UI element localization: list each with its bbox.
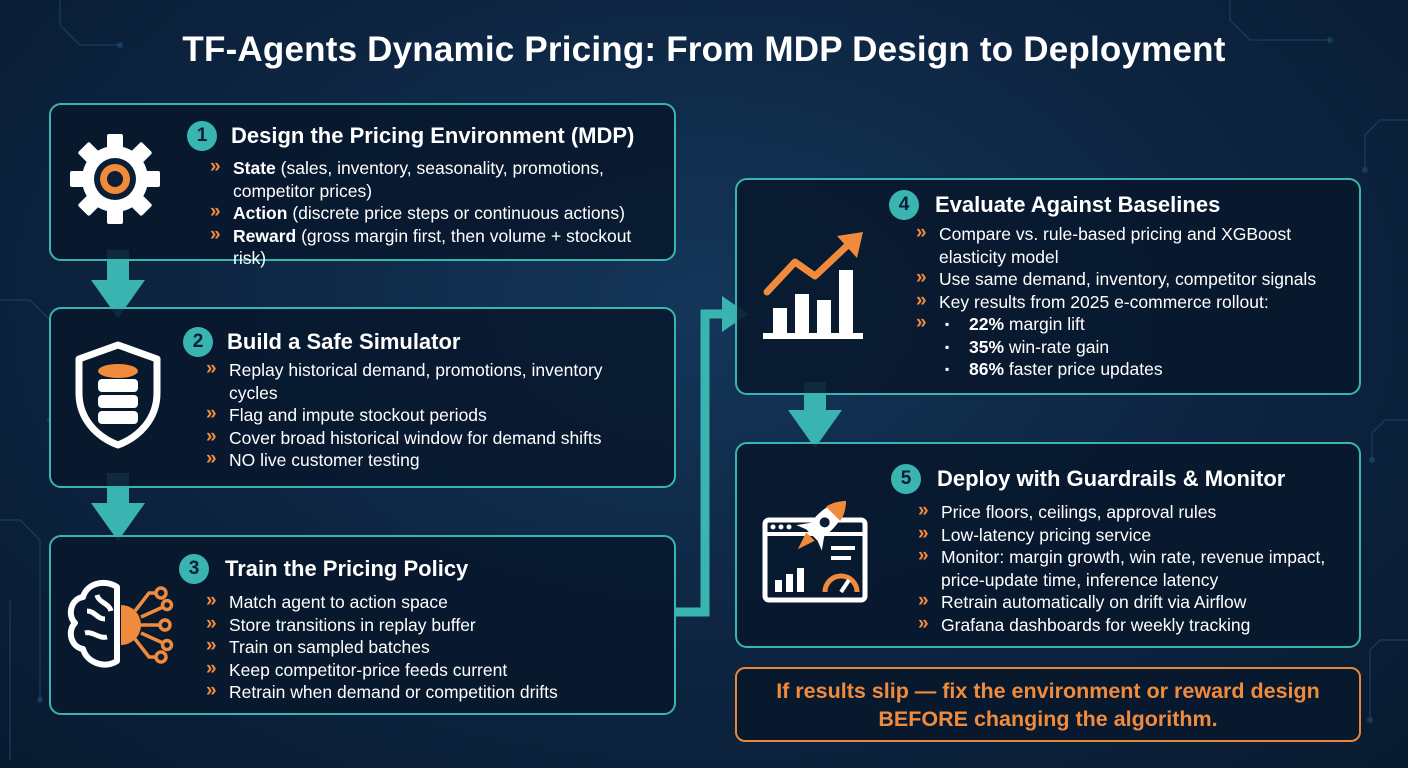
list-item: Retrain automatically on drift via Airfl… bbox=[917, 590, 1337, 614]
result-item: 86% faster price updates bbox=[945, 358, 1315, 381]
results-group: 22% margin lift 35% win-rate gain 86% fa… bbox=[915, 312, 1315, 381]
step-2-number: 2 bbox=[183, 327, 213, 357]
list-item: State (sales, inventory, seasonality, pr… bbox=[209, 156, 669, 202]
step-4-results: 22% margin lift 35% win-rate gain 86% fa… bbox=[915, 312, 1315, 381]
list-item: Use same demand, inventory, competitor s… bbox=[915, 267, 1335, 291]
step-2-title: Build a Safe Simulator bbox=[227, 329, 461, 354]
shield-database-icon bbox=[75, 341, 161, 449]
step-5-list: Price floors, ceilings, approval rules L… bbox=[917, 500, 1337, 637]
callout-line-1: If results slip — fix the environment or… bbox=[776, 679, 1320, 703]
list-item: Grafana dashboards for weekly tracking bbox=[917, 613, 1337, 637]
step-4-card: 4 Evaluate Against Baselines Compare vs.… bbox=[735, 178, 1361, 395]
step-1-number: 1 bbox=[187, 121, 217, 151]
step-3-card: 3 Train the Pricing Policy Match agent t… bbox=[49, 535, 676, 715]
page-title: TF-Agents Dynamic Pricing: From MDP Desi… bbox=[182, 30, 1226, 69]
list-item: Low-latency pricing service bbox=[917, 523, 1337, 547]
brain-circuit-icon bbox=[67, 579, 174, 668]
list-item: Cover broad historical window for demand… bbox=[205, 426, 625, 450]
rocket-dashboard-icon bbox=[762, 501, 868, 603]
step-1-list: State (sales, inventory, seasonality, pr… bbox=[209, 156, 669, 270]
list-item: Store transitions in replay buffer bbox=[205, 613, 655, 637]
step-2-card: 2 Build a Safe Simulator Replay historic… bbox=[49, 307, 676, 488]
list-item: Train on sampled batches bbox=[205, 635, 655, 659]
step-2-list: Replay historical demand, promotions, in… bbox=[205, 358, 625, 472]
list-item: Retrain when demand or competition drift… bbox=[205, 680, 655, 704]
step-1-card: 1 Design the Pricing Environment (MDP) S… bbox=[49, 103, 676, 268]
list-item: Price floors, ceilings, approval rules bbox=[917, 500, 1337, 524]
step-5-card: 5 Deploy with Guardrails & Monitor Price… bbox=[735, 442, 1361, 648]
step-3-list: Match agent to action space Store transi… bbox=[205, 590, 655, 704]
list-item: Flag and impute stockout periods bbox=[205, 403, 625, 427]
step-5-number: 5 bbox=[891, 464, 921, 494]
step-4-list: Compare vs. rule-based pricing and XGBoo… bbox=[915, 222, 1335, 314]
list-item: Compare vs. rule-based pricing and XGBoo… bbox=[915, 222, 1335, 268]
step-3-number: 3 bbox=[179, 554, 209, 584]
list-item: Match agent to action space bbox=[205, 590, 655, 614]
warning-callout: If results slip — fix the environment or… bbox=[735, 667, 1361, 742]
list-item: Action (discrete price steps or continuo… bbox=[209, 201, 669, 225]
step-4-number: 4 bbox=[889, 190, 919, 220]
list-item: Key results from 2025 e-commerce rollout… bbox=[915, 290, 1335, 314]
list-item: Reward (gross margin first, then volume … bbox=[209, 224, 669, 270]
result-item: 35% win-rate gain bbox=[945, 336, 1315, 359]
step-4-title: Evaluate Against Baselines bbox=[935, 192, 1221, 217]
gear-icon bbox=[70, 134, 160, 224]
list-item: NO live customer testing bbox=[205, 448, 625, 472]
list-item: Keep competitor-price feeds current bbox=[205, 658, 655, 682]
growth-chart-icon bbox=[763, 232, 863, 339]
step-3-title: Train the Pricing Policy bbox=[225, 556, 469, 581]
step-1-title: Design the Pricing Environment (MDP) bbox=[231, 123, 635, 148]
callout-line-2: BEFORE changing the algorithm. bbox=[878, 707, 1218, 731]
list-item: Monitor: margin growth, win rate, revenu… bbox=[917, 545, 1337, 591]
list-item: Replay historical demand, promotions, in… bbox=[205, 358, 625, 404]
result-item: 22% margin lift bbox=[945, 313, 1315, 336]
step-5-title: Deploy with Guardrails & Monitor bbox=[937, 466, 1286, 491]
